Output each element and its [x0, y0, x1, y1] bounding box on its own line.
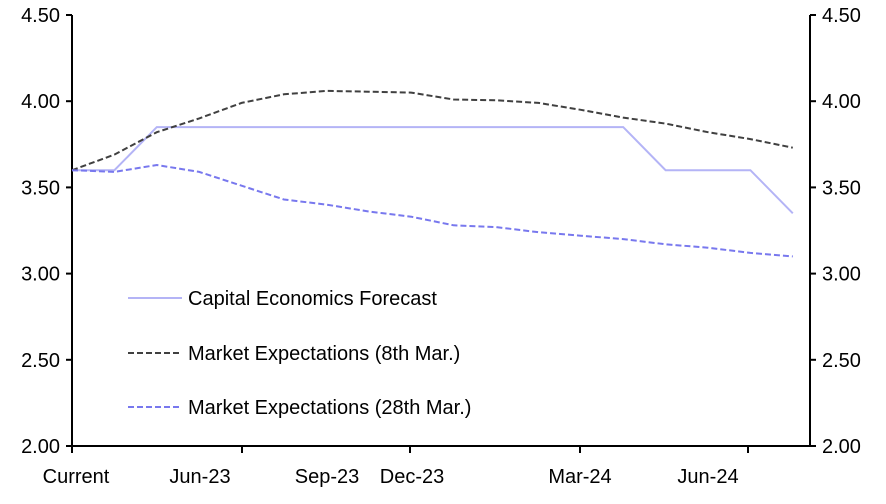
right-y-tick-label: 3.00 [822, 264, 861, 286]
left-y-tick-label: 4.00 [21, 91, 60, 113]
legend-label: Market Expectations (8th Mar.) [188, 343, 460, 365]
legend-label: Market Expectations (28th Mar.) [188, 397, 471, 419]
series-line-2 [71, 89, 793, 172]
right-y-tick-label: 3.50 [822, 177, 861, 199]
right-y-tick-label: 2.00 [822, 436, 861, 458]
left-y-tick-label: 2.00 [21, 436, 60, 458]
series-line-1 [72, 126, 794, 215]
right-y-tick-label: 2.50 [822, 350, 861, 372]
x-tick-label: Jun-24 [677, 466, 738, 488]
right-y-tick-label: 4.50 [822, 5, 861, 27]
right-y-tick-label: 4.00 [822, 91, 861, 113]
x-tick-label: Jun-23 [169, 466, 230, 488]
series-line-3 [71, 163, 793, 258]
left-y-tick-label: 3.00 [21, 264, 60, 286]
x-tick-label: Sep-23 [295, 466, 360, 488]
x-tick-label: Dec-23 [380, 466, 444, 488]
left-y-tick-label: 4.50 [21, 5, 60, 27]
x-tick-label: Mar-24 [548, 466, 611, 488]
left-y-tick-label: 2.50 [21, 350, 60, 372]
legend-label: Capital Economics Forecast [188, 288, 437, 310]
left-y-tick-label: 3.50 [21, 177, 60, 199]
x-tick-label: Current [43, 466, 110, 488]
